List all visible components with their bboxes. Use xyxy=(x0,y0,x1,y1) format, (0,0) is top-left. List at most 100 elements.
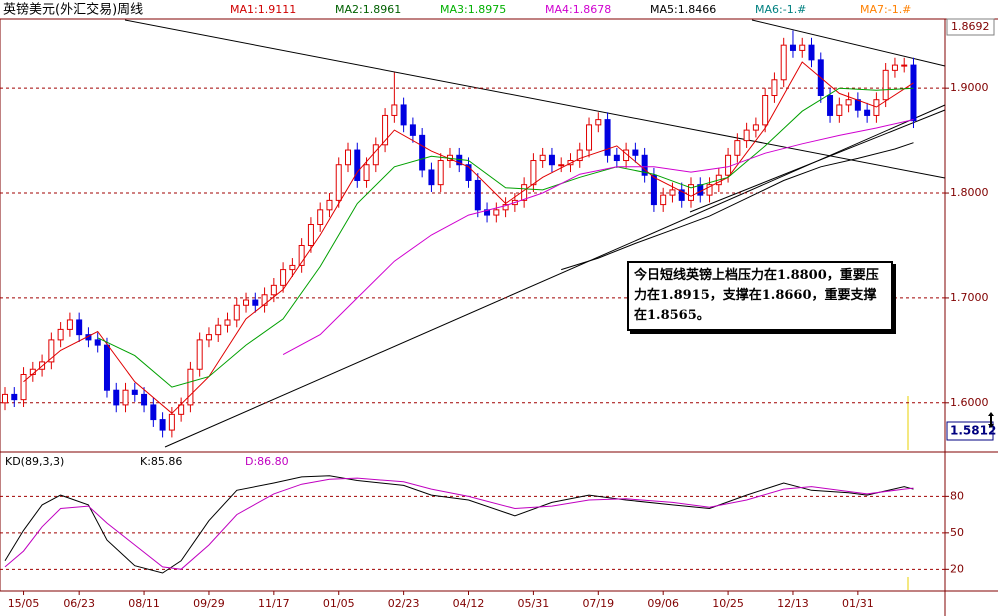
candle-body xyxy=(771,79,778,97)
candle-body xyxy=(558,164,565,167)
candle-body xyxy=(576,149,583,162)
candle-body xyxy=(409,124,416,136)
last-price-box xyxy=(946,18,995,36)
candle-body xyxy=(725,154,732,176)
candle-body xyxy=(465,164,472,181)
candle-body xyxy=(604,119,611,156)
legend-entry: D:86.80 xyxy=(245,455,289,468)
x-tick-label: 07/19 xyxy=(582,597,614,610)
candle-body xyxy=(243,299,250,306)
candle-body xyxy=(428,169,435,186)
candle-body xyxy=(882,69,889,101)
candle-body xyxy=(159,419,166,431)
trend-line xyxy=(689,109,946,213)
line-series xyxy=(4,477,914,570)
candle-body xyxy=(697,184,704,196)
candle-body xyxy=(196,339,203,370)
candle-body xyxy=(752,124,759,131)
line-series xyxy=(4,475,914,574)
candle-body xyxy=(762,95,769,126)
candle-body xyxy=(484,209,491,216)
candle-body xyxy=(780,44,787,81)
x-tick-label: 09/06 xyxy=(647,597,679,610)
line-series xyxy=(97,87,914,388)
candle-body xyxy=(586,124,593,151)
x-tick-label: 02/23 xyxy=(388,597,420,610)
line-series xyxy=(561,142,914,271)
candle-body xyxy=(808,44,815,61)
x-tick-label: 06/23 xyxy=(63,597,95,610)
candle-body xyxy=(400,104,407,126)
candle-body xyxy=(335,164,342,201)
x-tick-label: 08/11 xyxy=(128,597,160,610)
candle-body xyxy=(382,114,389,146)
candle-body xyxy=(363,164,370,181)
candle-body xyxy=(205,334,212,341)
candle-body xyxy=(11,393,18,401)
legend-entry: K:85.86 xyxy=(140,455,182,468)
last-price-label: 1.8692 xyxy=(951,20,990,33)
candle-body xyxy=(20,373,27,401)
trend-line xyxy=(751,19,946,67)
candle-body xyxy=(131,389,138,395)
x-tick-label: 05/31 xyxy=(518,597,550,610)
candle-body xyxy=(298,244,305,266)
legend-entry: MA6:-1.# xyxy=(755,3,806,16)
candle-body xyxy=(613,154,620,162)
x-tick-label: 01/31 xyxy=(842,597,874,610)
candle-body xyxy=(419,134,426,171)
legend-entry: MA7:-1.# xyxy=(860,3,911,16)
line-series xyxy=(23,61,914,414)
candle-body xyxy=(215,324,222,336)
candle-body xyxy=(372,144,379,166)
candle-body xyxy=(48,339,55,363)
candle-body xyxy=(345,149,352,166)
x-tick-label: 04/12 xyxy=(453,597,485,610)
candle-body xyxy=(168,413,175,431)
y-tick-label: 20 xyxy=(950,562,964,575)
candle-body xyxy=(280,269,287,286)
candle-body xyxy=(493,209,500,216)
y-tick-label: 1.9000 xyxy=(950,81,989,94)
candle-body xyxy=(706,184,713,196)
y-tick-label: 1.6000 xyxy=(950,396,989,409)
legend-entry: MA4:1.8678 xyxy=(545,3,611,16)
candle-body xyxy=(660,194,667,206)
candle-body xyxy=(354,149,361,181)
chart-title: 英镑美元(外汇交易)周线 xyxy=(3,2,143,18)
candle-body xyxy=(150,404,157,421)
trend-lines xyxy=(124,19,946,448)
candle-body xyxy=(502,204,509,211)
legend-entry: MA3:1.8975 xyxy=(440,3,506,16)
candle-body xyxy=(873,99,880,116)
candle-body xyxy=(94,339,101,346)
candle-body xyxy=(799,44,806,51)
candle-body xyxy=(178,404,185,415)
legend-entry: MA1:1.9111 xyxy=(230,3,296,16)
candle-body xyxy=(2,393,9,404)
y-tick-label: 50 xyxy=(950,526,964,539)
legend-entry: MA2:1.8961 xyxy=(335,3,401,16)
candle-body xyxy=(521,184,528,201)
candle-body xyxy=(141,393,148,406)
y-tick-label: 1.7000 xyxy=(950,291,989,304)
candle-body xyxy=(187,368,194,406)
candle-body xyxy=(845,99,852,106)
indicator-title: KD(89,3,3) xyxy=(5,455,64,468)
candle-body xyxy=(307,224,314,246)
candle-body xyxy=(103,344,110,391)
candle-body xyxy=(901,64,908,67)
legend-entry: MA5:1.8466 xyxy=(650,3,716,16)
candle-body xyxy=(789,44,796,51)
x-tick-label: 10/25 xyxy=(712,597,744,610)
candle-body xyxy=(743,129,750,142)
x-tick-label: 12/13 xyxy=(777,597,809,610)
candle-body xyxy=(66,319,73,330)
x-tick-label: 15/05 xyxy=(8,597,40,610)
candle-body xyxy=(669,189,676,196)
candle-body xyxy=(827,95,834,116)
x-tick-label: 01/05 xyxy=(323,597,355,610)
cursor-price-box xyxy=(946,421,994,441)
annotation: 今日短线英镑上档压力在1.8800，重要压力在1.8915，支撑在1.8660，… xyxy=(627,261,893,331)
candle-body xyxy=(474,179,481,211)
